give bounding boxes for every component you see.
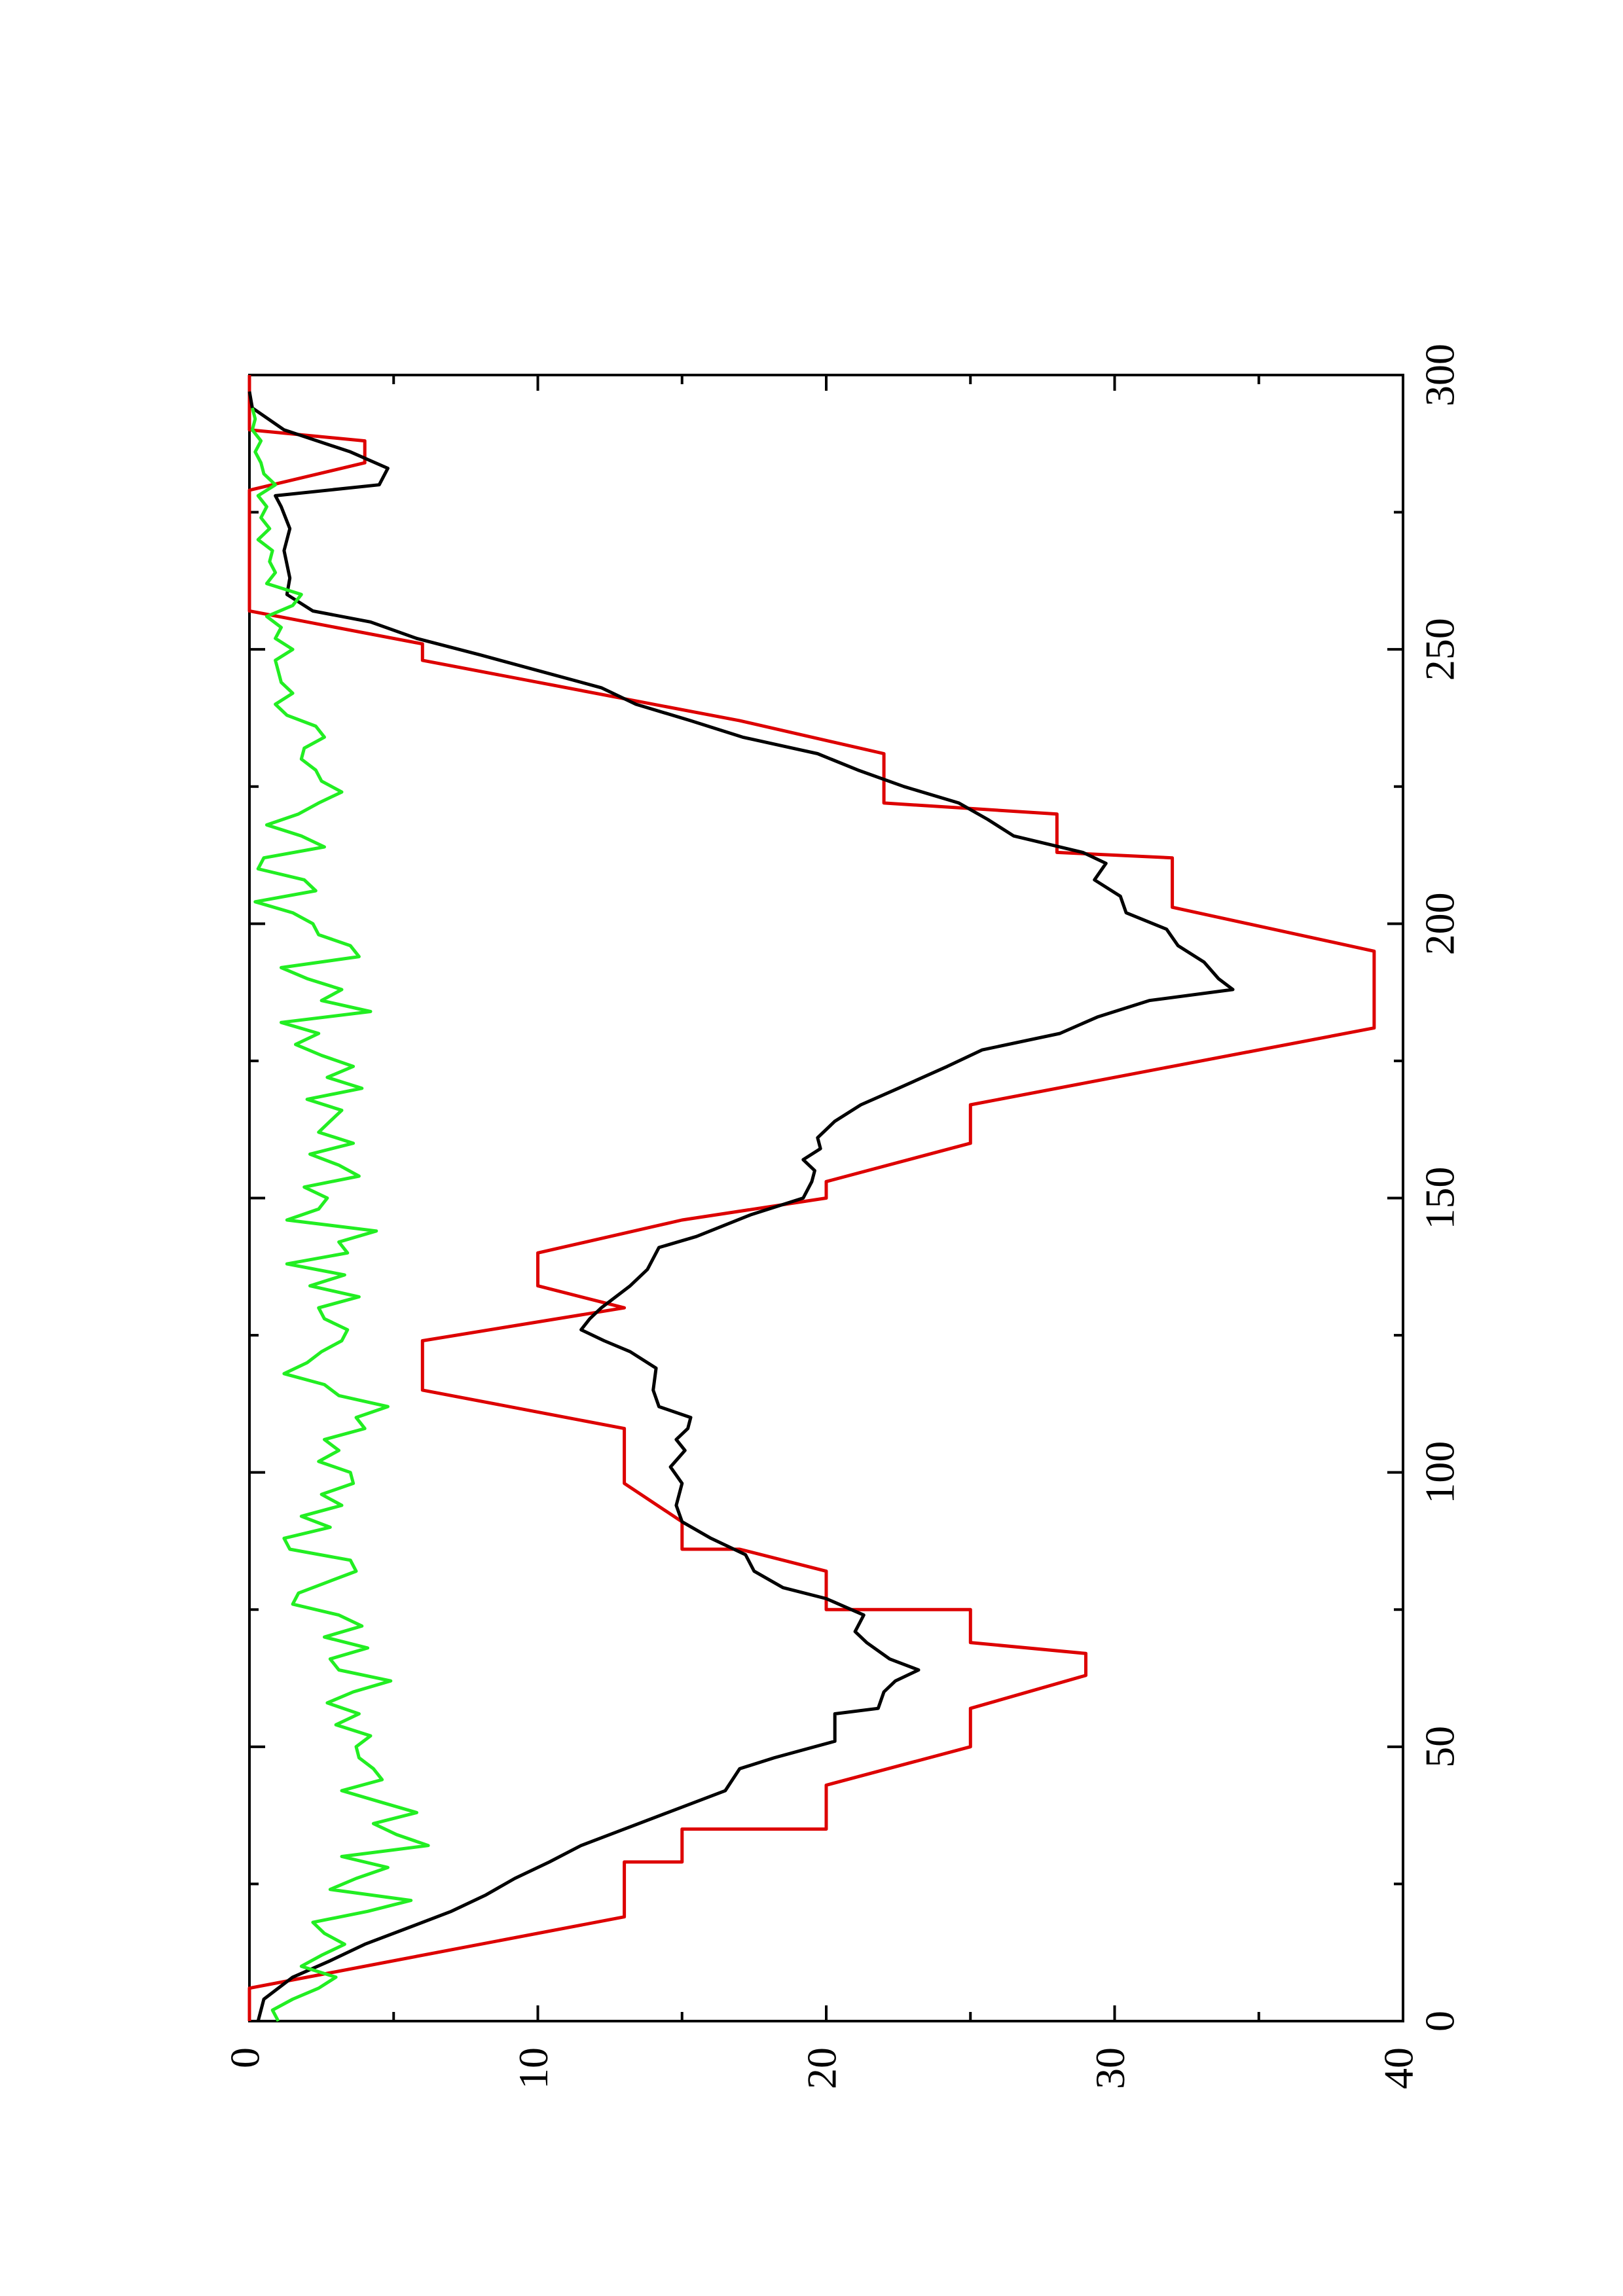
x-tick-label: 150: [1417, 1167, 1463, 1230]
y-tick-label: 20: [799, 2047, 845, 2089]
series-layer: [247, 375, 1376, 2022]
x-tick-label: 250: [1417, 618, 1463, 681]
y-tick-label: 30: [1087, 2047, 1133, 2089]
axis-tick-labels: 0 50 100 150 200 250 300 0 10 20 30 40: [222, 344, 1463, 2089]
y-tick-label: 40: [1376, 2047, 1422, 2089]
series-line-1: [247, 375, 1376, 2021]
series-line-3: [250, 407, 430, 2022]
series-line-2: [247, 391, 1235, 2022]
y-tick-label: 10: [510, 2047, 556, 2089]
axis-ticks: [249, 375, 1403, 2021]
x-tick-label: 100: [1417, 1441, 1463, 1504]
y-tick-label: 0: [222, 2047, 268, 2068]
x-tick-label: 200: [1417, 892, 1463, 955]
x-tick-label: 50: [1417, 1726, 1463, 1768]
x-tick-label: 0: [1417, 2011, 1463, 2032]
x-tick-label: 300: [1417, 344, 1463, 406]
